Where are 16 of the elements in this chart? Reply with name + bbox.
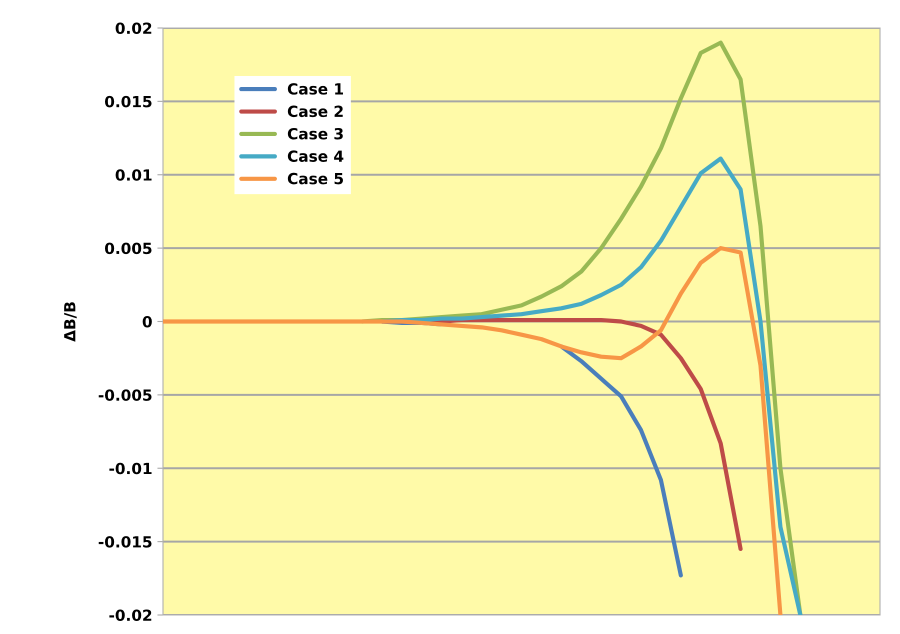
y-tick-label: 0.02: [116, 22, 152, 34]
y-tick-label: 0.015: [104, 96, 152, 108]
y-tick-label: 0: [142, 316, 152, 328]
legend-label: Case 2: [288, 106, 343, 118]
y-tick-label: -0.015: [98, 536, 152, 548]
y-tick-label: -0.005: [98, 389, 152, 401]
legend-label: Case 1: [288, 83, 343, 95]
y-tick-label: -0.01: [109, 462, 152, 474]
legend-label: Case 5: [288, 172, 343, 184]
legend-label: Case 3: [288, 128, 343, 140]
y-tick-label: 0.01: [116, 169, 152, 181]
y-tick-label: 0.005: [104, 242, 152, 254]
line-series: [163, 246, 782, 615]
y-axis-title: ΔB/B: [64, 302, 77, 342]
legend-label: Case 4: [288, 150, 344, 162]
y-tick-label: -0.02: [109, 609, 152, 622]
